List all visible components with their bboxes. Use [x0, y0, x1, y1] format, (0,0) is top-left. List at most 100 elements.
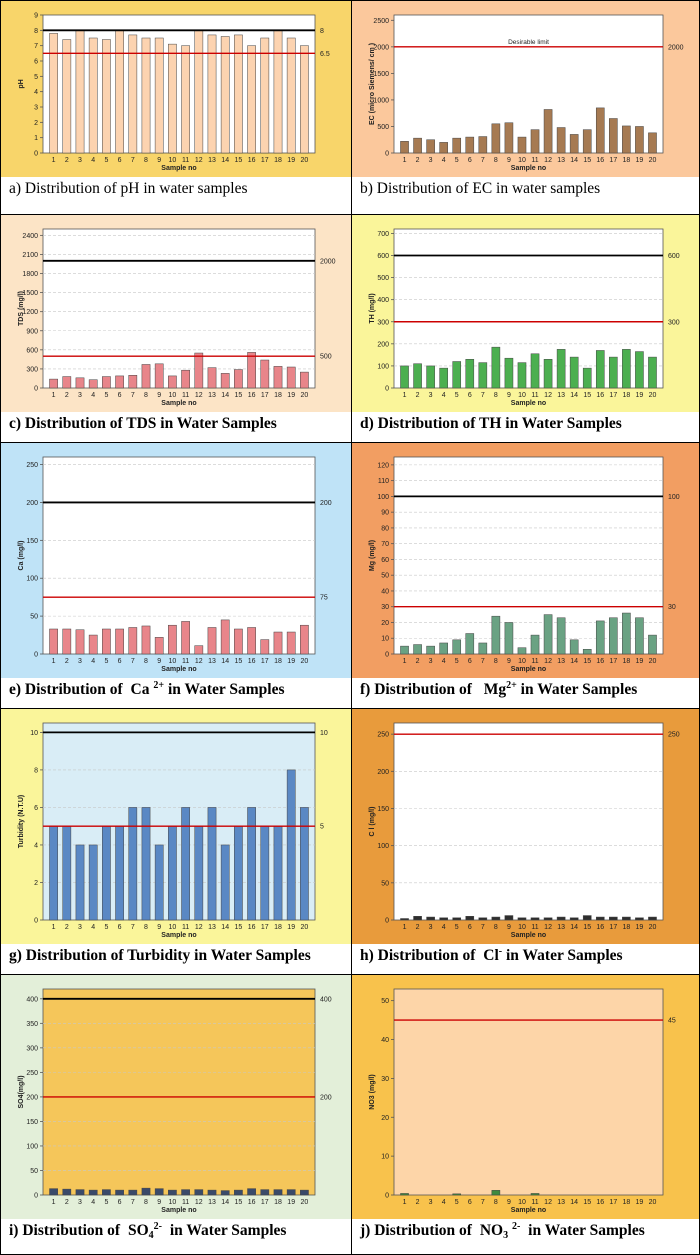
- y-tick-label: 500: [377, 124, 389, 131]
- x-tick-label: 18: [274, 392, 282, 399]
- x-tick-label: 7: [481, 1199, 485, 1206]
- bar-sample-4: [88, 634, 98, 655]
- bar-sample-2: [62, 825, 72, 921]
- x-tick-label: 9: [507, 1199, 511, 1206]
- x-tick-label: 16: [596, 1199, 604, 1206]
- bar-sample-3: [426, 139, 435, 154]
- x-tick-label: 10: [518, 924, 526, 931]
- x-tick-label: 20: [649, 1199, 657, 1206]
- bar-sample-4: [439, 142, 448, 154]
- x-tick-label: 1: [52, 658, 56, 665]
- y-tick-label: 2100: [22, 252, 38, 259]
- bar-sample-7: [128, 375, 138, 389]
- bar-sample-4: [439, 917, 448, 921]
- y-tick-label: 100: [377, 494, 389, 501]
- bar-sample-17: [609, 356, 618, 389]
- bar-sample-8: [491, 916, 501, 921]
- chart-panel-d: 0 100 200 300 400 500 600 700 1 2 3 4 5 6 7 8 9 10 11 12 13 1…: [352, 215, 699, 412]
- x-tick-label: 16: [596, 157, 604, 164]
- bar-sample-4: [439, 642, 448, 655]
- bar-sample-11: [530, 129, 540, 154]
- x-tick-label: 17: [609, 392, 617, 399]
- x-tick-label: 4: [442, 1199, 446, 1206]
- x-tick-label: 3: [78, 157, 82, 164]
- y-tick-label: 50: [381, 998, 389, 1005]
- x-tick-label: 19: [287, 392, 295, 399]
- bar-sample-18: [273, 366, 283, 389]
- bar-sample-8: [491, 346, 501, 389]
- bar-sample-11: [181, 369, 190, 389]
- x-tick-label: 18: [274, 658, 282, 665]
- y-tick-label: 100: [26, 576, 38, 583]
- x-tick-label: 12: [195, 157, 203, 164]
- y-tick-label: 30: [381, 1076, 389, 1083]
- x-tick-label: 5: [104, 658, 108, 665]
- x-tick-label: 4: [442, 157, 446, 164]
- x-tick-label: 6: [118, 924, 122, 931]
- limit-label: 5: [320, 824, 324, 831]
- x-tick-label: 19: [287, 924, 295, 931]
- x-tick-label: 15: [235, 658, 243, 665]
- bar-sample-20: [648, 634, 657, 655]
- x-tick-label: 15: [583, 157, 591, 164]
- bar-sample-16: [595, 916, 605, 921]
- x-tick-label: 1: [403, 658, 407, 665]
- x-tick-label: 6: [118, 157, 122, 164]
- x-tick-label: 4: [91, 658, 95, 665]
- x-tick-label: 8: [494, 924, 498, 931]
- bar-sample-16: [595, 350, 605, 389]
- limit-label: 200: [320, 1094, 332, 1101]
- y-axis-label: NO3 (mg/l): [369, 1074, 376, 1109]
- x-tick-label: 10: [169, 1199, 177, 1206]
- x-tick-label: 9: [507, 157, 511, 164]
- bar-sample-8: [141, 625, 151, 655]
- bar-sample-18: [622, 916, 631, 921]
- x-tick-label: 6: [118, 658, 122, 665]
- bar-sample-9: [154, 37, 164, 154]
- bar-sample-14: [220, 36, 230, 154]
- x-tick-label: 18: [274, 1199, 282, 1206]
- x-tick-label: 4: [442, 392, 446, 399]
- x-tick-label: 10: [518, 392, 526, 399]
- y-tick-label: 200: [377, 341, 389, 348]
- y-axis-label: Mg (mg/l): [369, 540, 376, 571]
- y-tick-label: 0: [34, 652, 38, 659]
- x-tick-label: 19: [636, 157, 644, 164]
- bar-sample-1: [400, 141, 409, 154]
- y-tick-label: 600: [377, 253, 389, 260]
- caption-h: h) Distribution of Cl- in Water Samples: [360, 946, 623, 965]
- x-tick-label: 2: [416, 157, 420, 164]
- x-tick-label: 10: [169, 157, 177, 164]
- y-tick-label: 0: [385, 652, 389, 659]
- bar-sample-13: [207, 807, 217, 921]
- bar-sample-5: [102, 825, 111, 921]
- y-tick-label: 80: [381, 525, 389, 532]
- bar-sample-7: [478, 642, 488, 655]
- y-tick-label: 0: [34, 918, 38, 925]
- x-tick-label: 13: [557, 392, 565, 399]
- x-tick-label: 18: [622, 1199, 630, 1206]
- x-tick-label: 8: [494, 157, 498, 164]
- x-axis-label: Sample no: [511, 400, 546, 407]
- bar-sample-18: [622, 125, 631, 154]
- x-tick-label: 6: [468, 392, 472, 399]
- bar-sample-19: [635, 126, 644, 154]
- bar-sample-19: [286, 631, 296, 655]
- y-tick-label: 300: [26, 366, 38, 373]
- bar-sample-11: [530, 1193, 540, 1196]
- y-tick-label: 250: [377, 732, 389, 739]
- x-tick-label: 4: [442, 924, 446, 931]
- chart-panel-f: 0 10 20 30 40 50 60 70 80 90 100 110 120 1 2 3 4 5 6 7 8 9 10 1…: [352, 443, 699, 678]
- bar-sample-12: [543, 917, 553, 921]
- x-tick-label: 5: [104, 924, 108, 931]
- bar-sample-1: [49, 378, 58, 389]
- bar-sample-11: [181, 807, 190, 921]
- caption-b: b) Distribution of EC in water samples: [360, 180, 601, 197]
- bar-sample-13: [556, 349, 566, 389]
- y-tick-label: 700: [377, 231, 389, 238]
- x-tick-label: 9: [157, 1199, 161, 1206]
